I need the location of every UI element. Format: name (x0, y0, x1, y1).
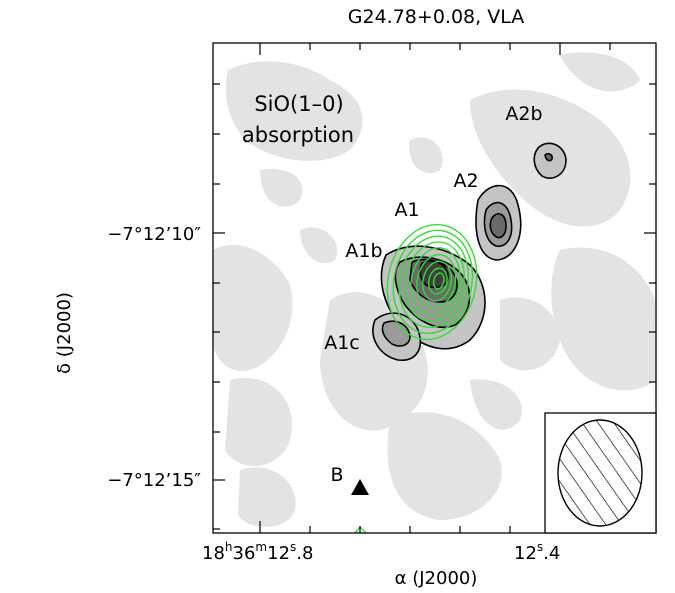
beam-ellipse (557, 419, 643, 527)
background-emission-region-13 (409, 137, 443, 174)
overlay-contour-4 (404, 241, 465, 322)
overlay-contour-2 (392, 229, 474, 335)
absorption-contour-6 (381, 320, 411, 347)
background-emission-region-14 (300, 227, 338, 264)
overlay-contour-6 (416, 253, 457, 309)
background-emission (213, 52, 656, 527)
absorption-contour-11 (544, 152, 553, 162)
plot-frame (212, 42, 657, 534)
background-emission-region-9 (500, 297, 560, 371)
overlay-contour-5 (410, 247, 461, 316)
source-label-a1b: A1b (345, 240, 382, 262)
source-label-a1c: A1c (324, 332, 360, 354)
background-emission-region-6 (387, 412, 502, 520)
x-tick-label-2: 12s.4 (514, 540, 560, 564)
background-emission-region-3 (225, 378, 292, 467)
y-tick-label-2: −7°12’15″ (107, 470, 201, 491)
background-emission-region-12 (560, 52, 640, 92)
beam-box (544, 412, 657, 534)
panel-label-line-2: absorption (242, 123, 354, 147)
absorption-contour-9 (489, 213, 507, 239)
overlay-contour-3 (398, 235, 469, 328)
background-emission-region-1 (225, 61, 363, 161)
overlay-contour-7 (422, 260, 453, 302)
y-axis-label: δ (J2000) (54, 292, 75, 374)
source-b-triangle-marker (351, 479, 369, 495)
source-label-a2b: A2b (505, 103, 542, 125)
background-emission-region-8 (551, 247, 656, 391)
x-tick-label-1: 18h36m12s.8 (202, 540, 313, 564)
overlay-contour-9 (432, 272, 445, 290)
overlay-contours (354, 223, 478, 533)
background-emission-region-10 (470, 379, 522, 430)
y-tick-label-1: −7°12’10″ (107, 224, 201, 245)
x-axis-label: α (J2000) (395, 568, 478, 589)
overlay-contour-8 (428, 267, 448, 295)
background-emission-region-4 (260, 169, 303, 207)
source-label-b: B (330, 464, 343, 486)
chart-title: G24.78+0.08, VLA (348, 6, 524, 28)
source-label-a2: A2 (453, 170, 478, 192)
overlay-contour-1 (386, 223, 478, 341)
background-emission-region-11 (238, 467, 296, 527)
panel-label-line-1: SiO(1–0) (254, 92, 343, 116)
source-label-a1: A1 (394, 199, 419, 221)
background-emission-region-2 (213, 244, 293, 371)
